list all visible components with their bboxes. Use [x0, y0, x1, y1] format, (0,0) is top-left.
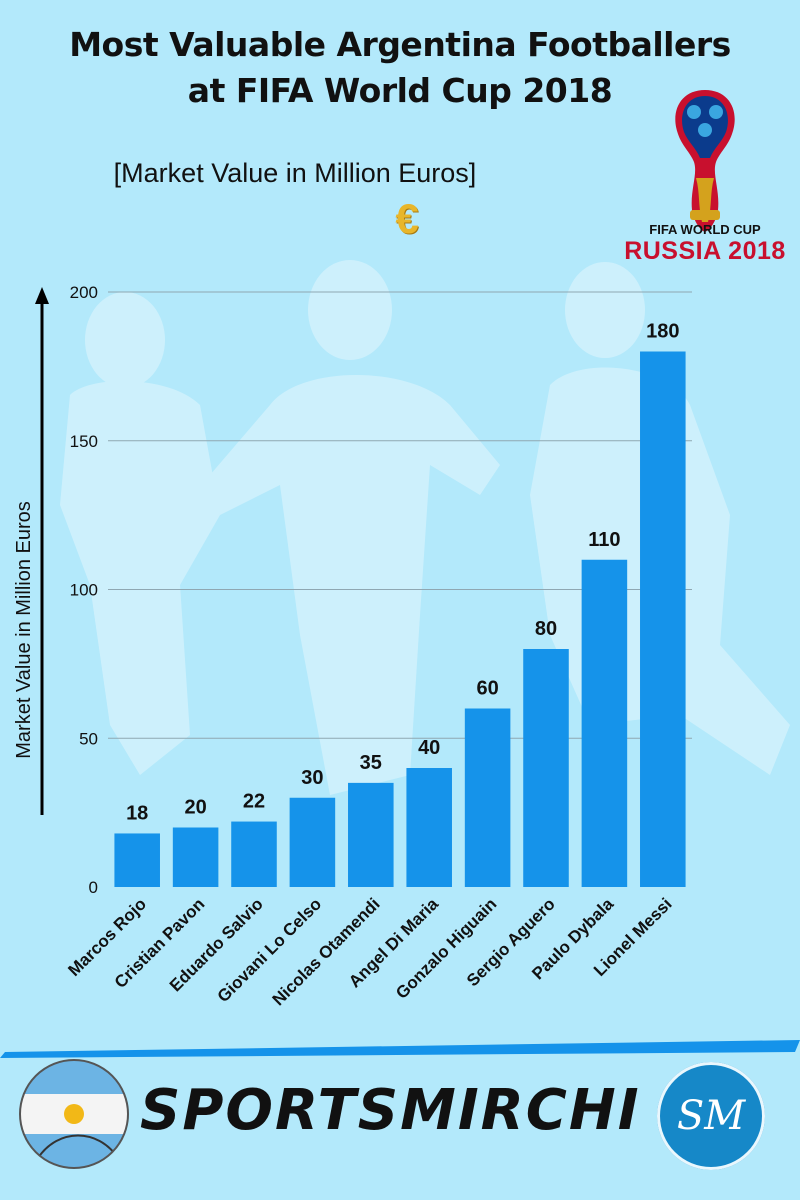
y-tick-labels: 0 50 100 150 200: [70, 283, 98, 897]
bar: [640, 351, 686, 887]
x-tick-label: Nicolas Otamendi: [269, 894, 384, 1009]
bar: [172, 827, 219, 887]
bar: [348, 782, 394, 887]
data-label: 20: [184, 797, 206, 819]
y-tick-label: 150: [70, 432, 98, 451]
sm-logo-badge: SM: [657, 1062, 765, 1170]
brand-name: SPORTSMIRCHI: [140, 1078, 641, 1143]
data-label: 60: [476, 678, 498, 700]
x-tick-label: Giovani Lo Celso: [214, 894, 326, 1006]
world-cup-trophy-icon: [675, 90, 735, 232]
bar: [231, 821, 277, 887]
y-axis-arrow-head: [35, 287, 49, 304]
chart-title: Most Valuable Argentina Footballers at F…: [0, 22, 800, 114]
x-tick-label: Gonzalo Higuain: [392, 894, 500, 1002]
chart-subtitle: [Market Value in Million Euros]: [113, 158, 477, 188]
data-label: 35: [360, 752, 382, 774]
data-labels: 18 20 22 30 35 40 60 80 110 180: [126, 321, 679, 825]
data-label: 40: [418, 737, 440, 759]
data-label: 30: [301, 767, 323, 789]
y-tick-label: 200: [70, 283, 98, 302]
bar-chart: 0 50 100 150 200 18 20 22 30 35 40 60 80 110 180 Marc…: [13, 283, 692, 1009]
logo-line-1: FIFA WORLD CUP: [649, 222, 761, 237]
data-label: 80: [535, 618, 557, 640]
data-label: 22: [243, 791, 265, 813]
data-label: 180: [646, 321, 679, 343]
bar: [289, 797, 336, 887]
bar: [523, 649, 569, 887]
title-line-1: Most Valuable Argentina Footballers: [69, 25, 731, 64]
data-label: 18: [126, 802, 148, 824]
bar: [581, 559, 628, 887]
argentina-football-icon: [19, 1059, 129, 1169]
y-tick-label: 50: [79, 729, 98, 748]
bar: [114, 833, 160, 887]
logo-line-2: RUSSIA 2018: [624, 237, 786, 265]
y-tick-label: 100: [70, 581, 98, 600]
euro-icon: €: [395, 195, 419, 242]
bars: [114, 351, 686, 887]
y-axis-label: Market Value in Million Euros: [13, 501, 35, 759]
footer-stripe: [0, 1040, 800, 1058]
y-tick-label: 0: [89, 878, 98, 897]
bar: [406, 768, 452, 887]
title-line-2: at FIFA World Cup 2018: [187, 71, 613, 110]
bar: [464, 708, 511, 887]
data-label: 110: [588, 529, 620, 551]
